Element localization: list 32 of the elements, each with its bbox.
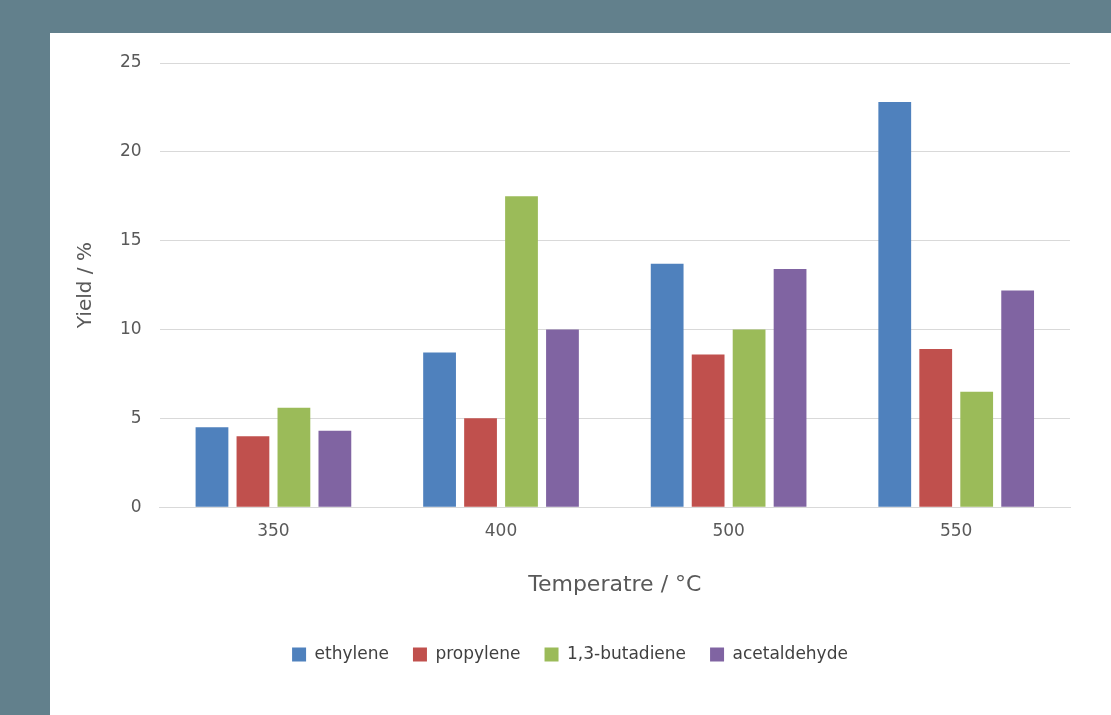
bar: [773, 269, 807, 507]
legend-label: ethylene: [314, 642, 389, 663]
bar: [878, 102, 912, 507]
bar: [464, 418, 497, 507]
x-tick-label: 350: [257, 519, 290, 540]
legend-label: 1,3-butadiene: [567, 642, 687, 663]
bar: [732, 329, 766, 507]
y-tick-label: 5: [130, 406, 142, 427]
bar: [546, 329, 579, 507]
legend-label: acetaldehyde: [732, 642, 848, 663]
y-tick-label: 20: [119, 140, 142, 161]
bar: [195, 427, 229, 507]
y-tick-label: 0: [130, 495, 142, 516]
bar: [423, 352, 456, 507]
bar: [691, 354, 725, 507]
legend-label: propylene: [435, 642, 521, 663]
bar: [1001, 290, 1035, 507]
y-axis-title: Yield / %: [72, 242, 97, 330]
y-tick-label: 15: [119, 229, 142, 250]
bar: [277, 407, 311, 507]
x-axis-title: Temperatre / °C: [527, 570, 702, 596]
x-tick-label: 500: [712, 519, 745, 540]
x-tick-label: 550: [939, 519, 973, 540]
y-tick-label: 10: [119, 317, 142, 338]
bar: [236, 436, 270, 507]
bar: [318, 430, 352, 507]
y-tick-label: 25: [119, 51, 142, 72]
bar: [505, 196, 538, 507]
bar: [919, 349, 953, 507]
x-tick-label: 400: [484, 519, 518, 540]
bar: [650, 263, 684, 507]
bar: [960, 391, 994, 507]
